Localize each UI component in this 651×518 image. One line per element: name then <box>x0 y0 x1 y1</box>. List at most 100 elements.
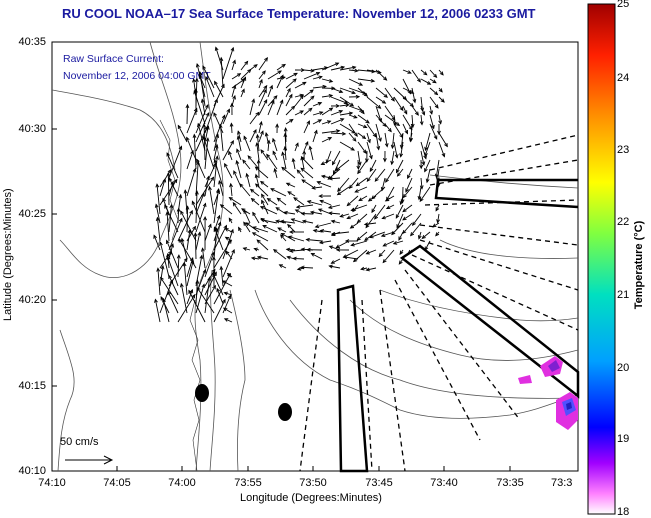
current-vector-head <box>191 293 196 299</box>
current-vector-head <box>224 162 228 168</box>
current-vector <box>402 105 408 114</box>
current-vector <box>407 168 413 179</box>
current-vector-head <box>260 149 265 154</box>
current-vector <box>285 78 297 89</box>
current-vector-head <box>363 222 369 227</box>
current-vector-head <box>252 211 256 217</box>
current-vector <box>159 242 170 278</box>
current-vector <box>159 265 164 287</box>
current-vector-head <box>277 227 282 232</box>
current-vector-head <box>399 153 404 158</box>
current-vector-head <box>292 256 297 261</box>
current-vector-head <box>205 111 210 117</box>
current-vector <box>303 72 320 80</box>
current-vector <box>329 177 341 180</box>
current-vector <box>220 57 224 89</box>
current-vector <box>294 95 304 107</box>
current-vector-head <box>276 197 281 202</box>
colorbar-tick: 19 <box>617 433 630 445</box>
current-vector <box>328 212 341 215</box>
current-vector-head <box>432 223 437 228</box>
current-vector-head <box>218 180 222 185</box>
current-vector <box>339 123 356 134</box>
current-vector <box>320 200 332 206</box>
current-vector <box>249 99 255 116</box>
current-vector-head <box>356 219 361 224</box>
current-vector-head <box>168 177 173 182</box>
current-vector-head <box>302 150 307 155</box>
current-vector <box>243 222 251 233</box>
current-vector-head <box>288 93 293 99</box>
current-vector <box>384 87 395 102</box>
current-vector-head <box>426 81 432 85</box>
current-vector <box>321 78 333 83</box>
current-vector-head <box>304 141 309 146</box>
current-vector <box>191 201 206 233</box>
current-vector <box>326 150 332 164</box>
current-vector <box>281 233 296 242</box>
current-vector-head <box>350 146 356 151</box>
current-vector <box>258 70 266 80</box>
current-vector-head <box>424 146 429 152</box>
current-vector-head <box>255 133 260 139</box>
current-vector-head <box>230 46 235 52</box>
current-vector-head <box>378 252 383 258</box>
current-vector-head <box>214 143 219 149</box>
current-vector-head <box>192 78 196 83</box>
current-vector <box>424 141 431 157</box>
current-vector-head <box>300 265 305 270</box>
current-vector <box>180 210 197 242</box>
current-vector <box>222 249 235 278</box>
current-vector <box>366 96 381 109</box>
current-vector <box>168 204 172 233</box>
current-vector-head <box>279 74 284 79</box>
current-vector <box>420 105 425 115</box>
current-vector <box>267 140 270 152</box>
current-vector-head <box>169 203 174 209</box>
current-vector-head <box>205 76 209 81</box>
current-vector <box>405 177 413 192</box>
current-vector-head <box>311 185 316 190</box>
current-vector-head <box>354 189 359 193</box>
current-vector-head <box>378 137 382 142</box>
current-vector <box>214 159 224 188</box>
current-vector-head <box>160 264 165 270</box>
current-vector <box>330 132 346 135</box>
current-vector-head <box>439 71 444 76</box>
current-vector-head <box>178 145 183 150</box>
current-vector <box>391 150 395 165</box>
x-tick: 74:05 <box>103 477 131 489</box>
current-vector <box>424 240 431 251</box>
current-vector-head <box>263 84 268 90</box>
current-vector-head <box>299 94 304 100</box>
current-vector-head <box>192 225 196 231</box>
current-vector <box>213 239 232 269</box>
current-vector <box>301 266 314 269</box>
current-vector <box>166 240 179 269</box>
current-vector <box>288 236 305 242</box>
current-vector <box>188 290 206 323</box>
current-vector-head <box>242 76 247 81</box>
current-vector-head <box>227 294 232 300</box>
current-vector <box>213 188 220 224</box>
current-vector-head <box>310 95 315 100</box>
current-vector-head <box>316 181 321 185</box>
current-vector <box>351 204 368 211</box>
current-vector-head <box>417 235 422 240</box>
current-vector-head <box>196 158 200 163</box>
current-vector-head <box>197 231 202 236</box>
current-vector-head <box>310 253 315 257</box>
current-vector <box>196 287 215 314</box>
current-vector-head <box>205 137 210 142</box>
current-vector <box>224 292 233 296</box>
current-vector-head <box>367 139 371 144</box>
current-vector <box>186 104 188 125</box>
current-vector-head <box>335 244 340 249</box>
current-vector <box>303 95 315 107</box>
current-vector <box>340 213 350 218</box>
current-vector-head <box>251 232 257 236</box>
current-vector <box>381 177 386 191</box>
current-vector-head <box>189 209 193 215</box>
current-vector <box>357 87 368 97</box>
current-vector-head <box>357 161 362 167</box>
